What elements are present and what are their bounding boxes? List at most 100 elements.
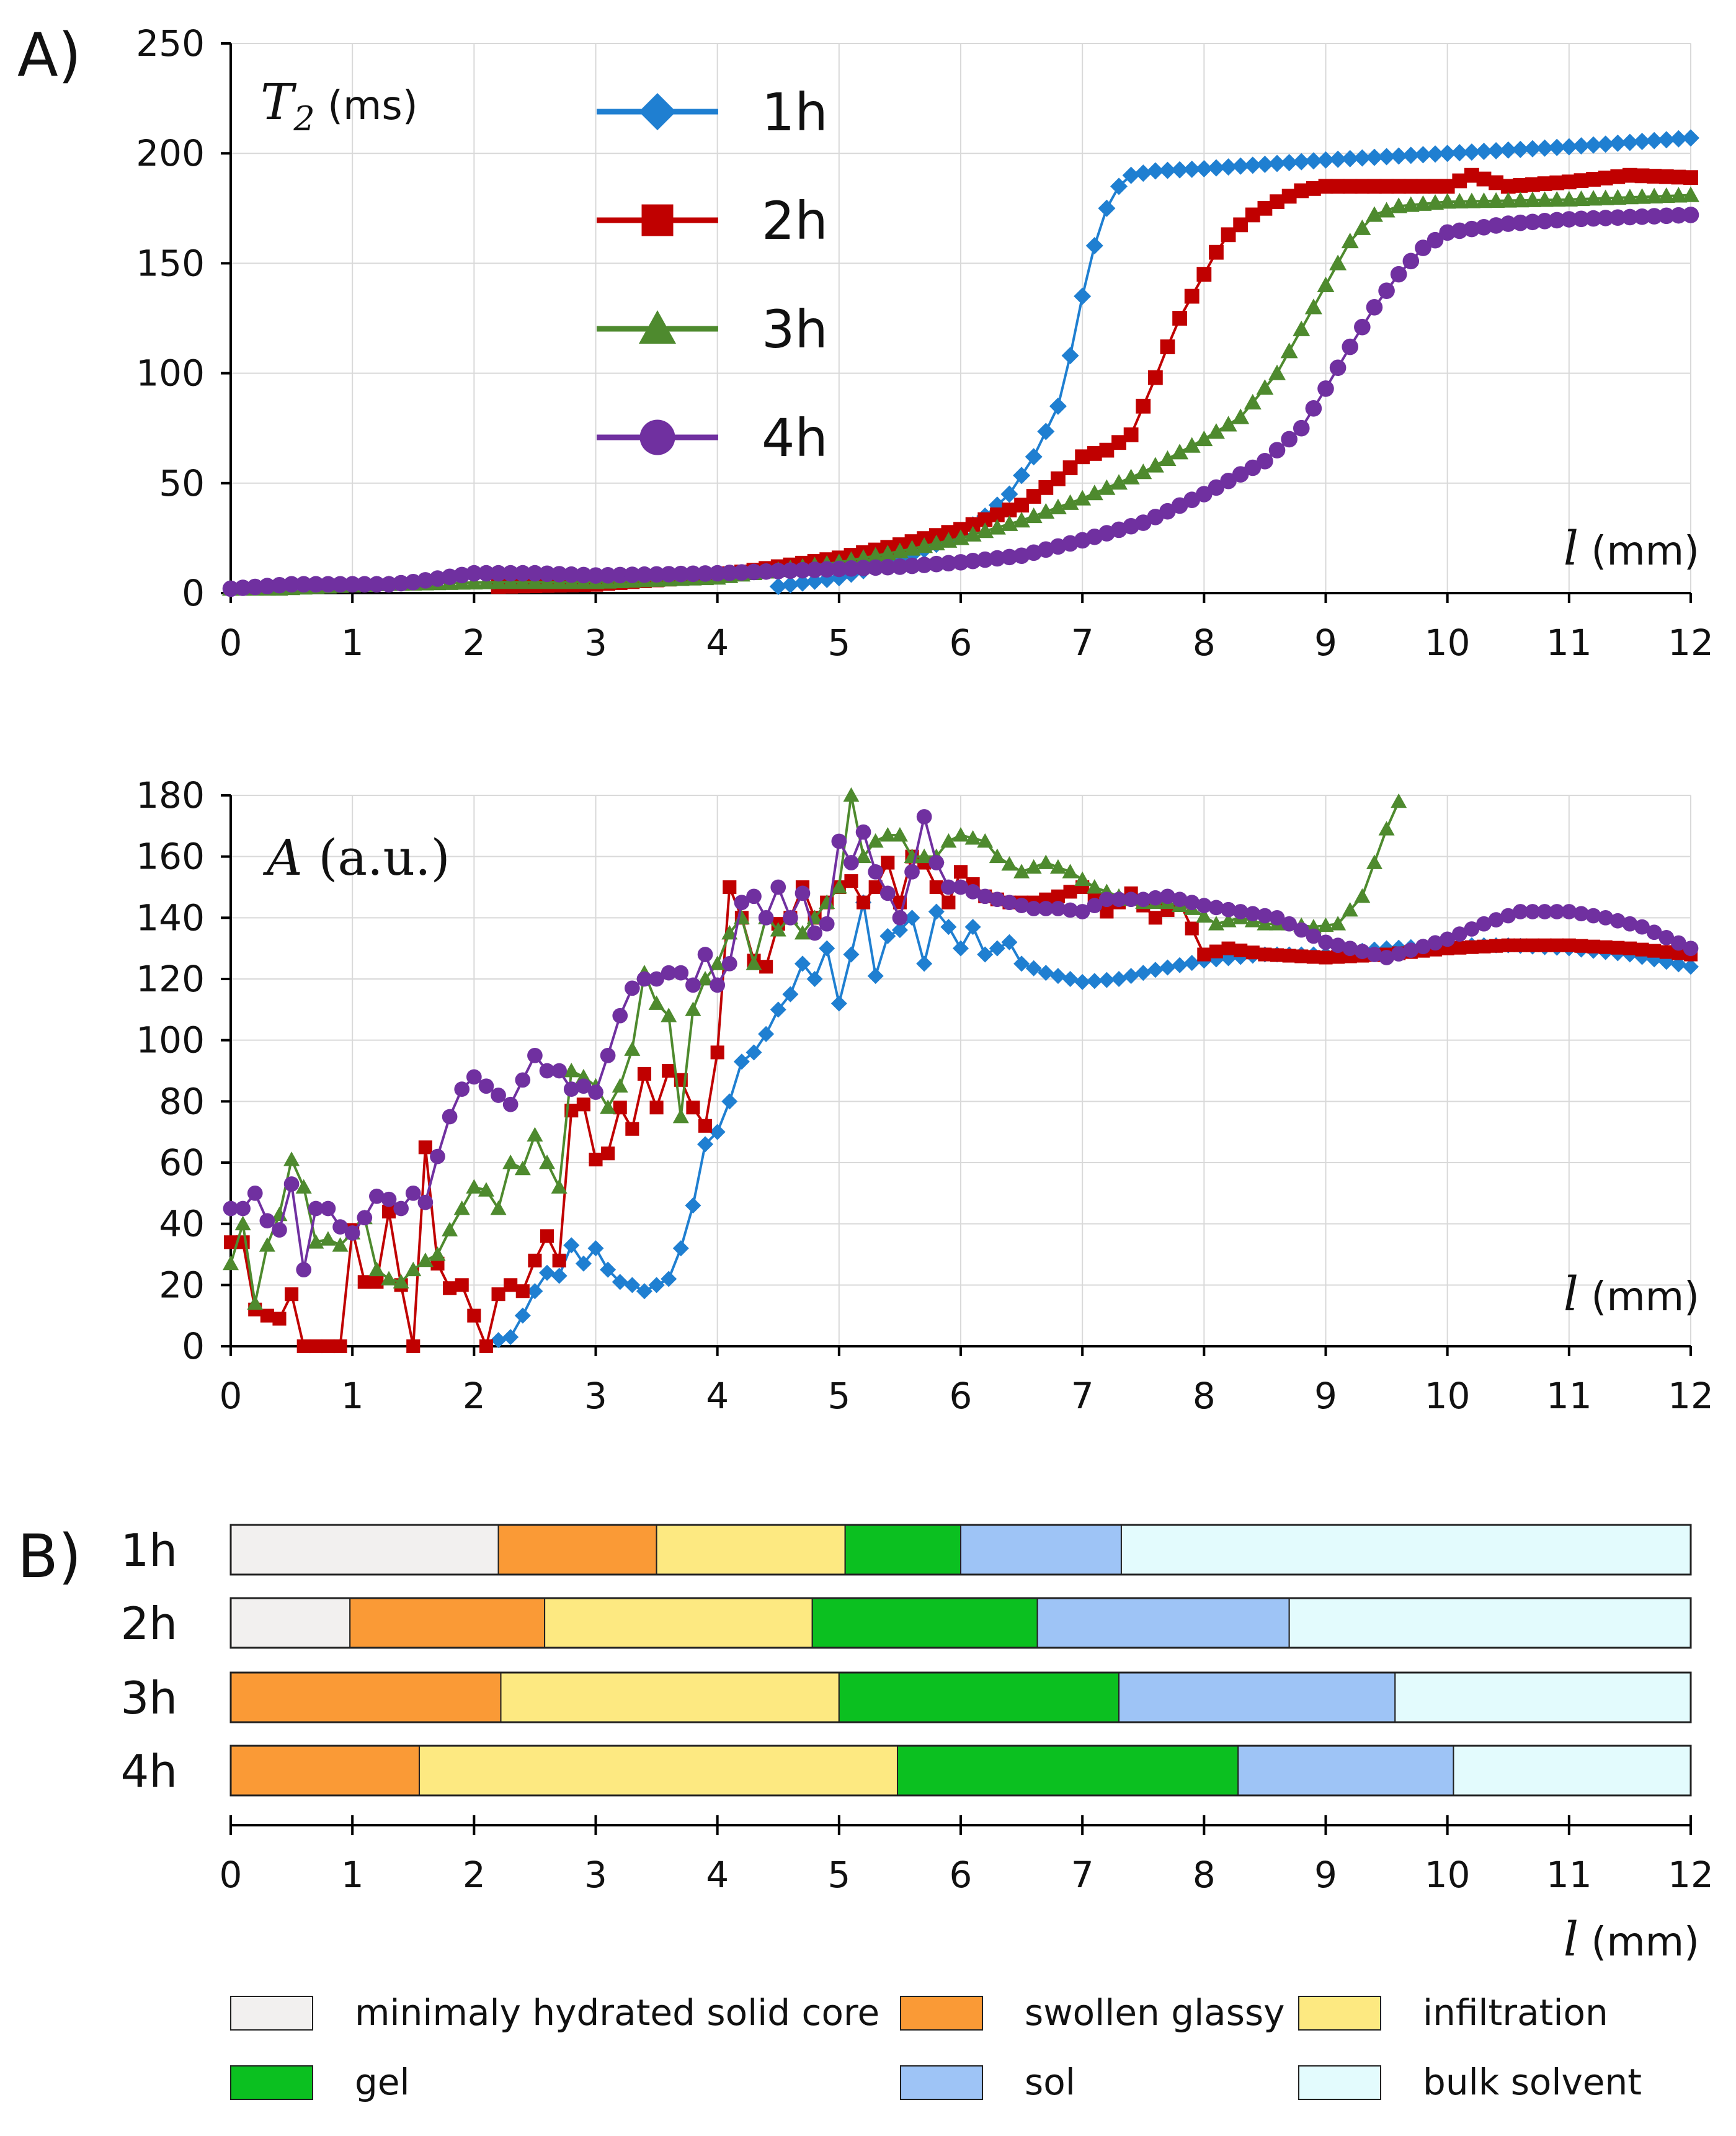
data-point-2h <box>528 1253 542 1267</box>
data-point-1h <box>1159 959 1176 976</box>
data-point-4h <box>1609 209 1626 226</box>
zone-segment <box>844 1524 962 1575</box>
y-tick-label: 200 <box>136 132 205 174</box>
data-point-3h <box>855 848 872 864</box>
data-point-1h <box>1341 150 1359 168</box>
data-point-4h <box>1184 895 1200 911</box>
data-point-1h <box>1378 148 1395 166</box>
data-point-1h <box>1683 959 1699 975</box>
data-point-1h <box>1061 347 1079 365</box>
data-point-1h <box>916 955 933 972</box>
data-point-4h <box>964 552 981 570</box>
data-point-2h <box>953 865 968 879</box>
data-point-4h <box>563 566 580 583</box>
data-point-3h <box>453 1200 470 1215</box>
zone-segment <box>349 1598 546 1648</box>
data-point-1h <box>672 1240 689 1257</box>
data-point-4h <box>1147 890 1164 906</box>
data-point-4h <box>1476 916 1492 932</box>
data-point-4h <box>1172 891 1188 908</box>
data-point-4h <box>1257 908 1273 924</box>
data-point-3h <box>527 1127 543 1142</box>
data-point-1h <box>612 1274 628 1290</box>
x-tick-label: 8 <box>1193 1375 1216 1417</box>
data-point-3h <box>1098 479 1116 495</box>
data-point-2h <box>1196 267 1212 282</box>
x-tick-label: 7 <box>1071 622 1094 664</box>
data-point-2h <box>491 1287 505 1302</box>
data-point-1h <box>1560 138 1578 156</box>
data-point-3h <box>891 827 908 842</box>
data-point-4h <box>1415 939 1431 955</box>
data-point-3h <box>551 1179 568 1194</box>
data-point-3h <box>721 925 738 940</box>
data-point-3h <box>1609 189 1627 205</box>
data-point-4h <box>855 560 872 576</box>
data-point-4h <box>1013 898 1030 913</box>
data-point-4h <box>892 909 908 926</box>
data-point-4h <box>1317 380 1334 397</box>
data-point-4h <box>953 879 969 895</box>
data-point-4h <box>649 971 664 987</box>
data-point-4h <box>1244 459 1262 476</box>
data-point-2h <box>1562 938 1576 952</box>
data-point-1h <box>928 903 945 920</box>
data-point-2h <box>1306 950 1320 964</box>
data-point-1h <box>624 1277 641 1294</box>
t2-ylabel: T2 (ms) <box>260 73 418 138</box>
data-point-3h <box>1038 854 1054 869</box>
legend-label-2h: 2h <box>762 190 828 251</box>
zone-legend-item: sol <box>900 2061 1075 2103</box>
data-point-4h <box>1342 338 1359 355</box>
data-point-2h <box>1245 207 1260 223</box>
data-point-2h <box>1294 949 1309 963</box>
data-point-1h <box>879 927 896 944</box>
data-point-2h <box>1587 939 1601 954</box>
data-point-4h <box>1464 921 1480 937</box>
data-point-3h <box>624 1041 641 1056</box>
data-point-1h <box>1086 973 1103 990</box>
amplitude-ylabel-symbol: A <box>262 829 303 887</box>
data-point-2h <box>467 1308 481 1323</box>
data-point-4h <box>551 1063 568 1079</box>
zone-x-tick-label: 5 <box>827 1854 850 1896</box>
data-point-4h <box>1330 937 1346 954</box>
data-point-4h <box>1402 252 1420 270</box>
data-point-3h <box>830 879 847 894</box>
data-point-2h <box>1574 173 1589 189</box>
data-point-2h <box>1342 179 1358 194</box>
panel-label-a: A) <box>17 20 81 90</box>
data-point-3h <box>429 1246 446 1261</box>
data-point-4h <box>685 977 701 993</box>
data-point-2h <box>637 1066 652 1081</box>
data-point-3h <box>1293 320 1311 336</box>
data-point-4h <box>1537 904 1552 919</box>
data-point-3h <box>478 1182 494 1197</box>
data-point-1h <box>1135 965 1152 981</box>
row-label-3h: 3h <box>121 1672 177 1724</box>
data-point-4h <box>576 1078 592 1094</box>
data-point-3h <box>1195 430 1213 447</box>
data-point-2h <box>1622 168 1637 183</box>
data-point-3h <box>1523 191 1541 207</box>
data-point-2h <box>1234 943 1248 958</box>
data-point-4h <box>429 570 446 587</box>
data-point-3h <box>1621 189 1639 205</box>
data-point-1h <box>1074 973 1091 990</box>
data-point-2h <box>1683 170 1698 185</box>
data-point-2h <box>1671 169 1686 185</box>
legend: 1h 2h 3h 4h <box>597 82 828 468</box>
data-point-4h <box>855 824 871 840</box>
data-point-4h <box>1561 904 1577 919</box>
data-point-4h <box>976 551 994 568</box>
data-point-3h <box>1487 192 1505 208</box>
data-point-3h <box>1025 859 1042 874</box>
data-point-2h <box>1659 945 1673 959</box>
data-point-4h <box>965 884 981 900</box>
data-point-3h <box>1208 916 1224 931</box>
data-point-3h <box>866 547 884 563</box>
data-point-1h <box>539 1264 556 1281</box>
data-point-2h <box>1610 169 1626 184</box>
data-point-4h <box>928 555 945 573</box>
data-point-4h <box>502 565 519 582</box>
